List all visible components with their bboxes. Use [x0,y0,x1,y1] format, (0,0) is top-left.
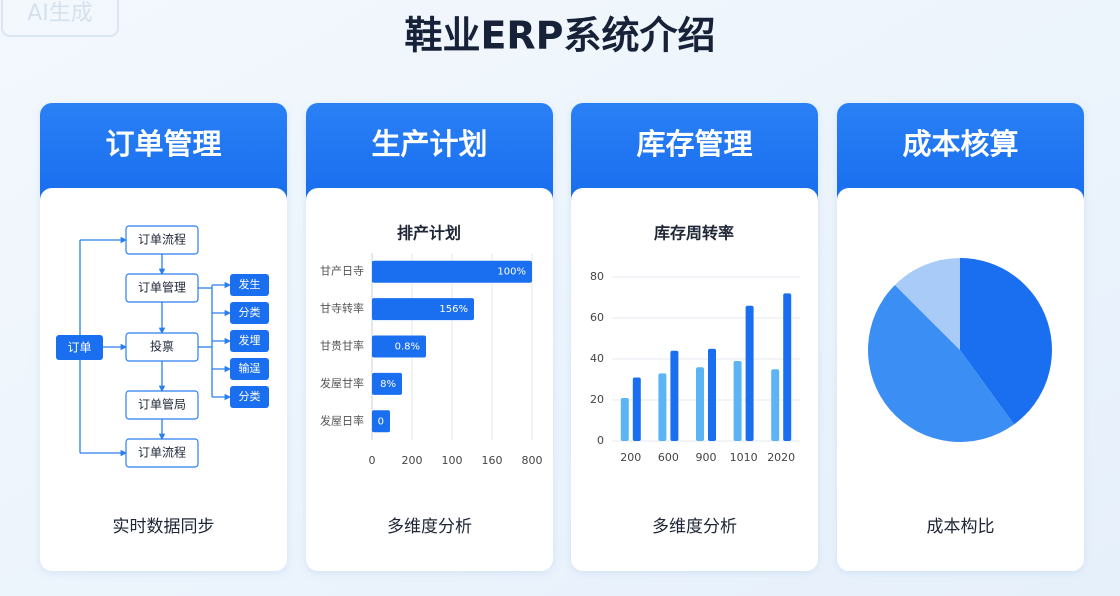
value-label: 0 [378,416,384,427]
bar [670,350,679,441]
pie-slice [894,258,960,350]
x-tick-label: 800 [522,454,543,467]
x-tick-label: 2020 [767,451,795,464]
pie-slice [867,284,1015,443]
card-caption: 实时数据同步 [113,517,215,537]
bar [733,361,742,441]
x-tick-label: 600 [658,451,679,464]
watermark-box [1,0,119,37]
x-tick-label: 100 [442,454,463,467]
bar [745,305,754,441]
card-title: 生产计划 [371,127,487,161]
y-tick-label: 甘产日寺 [320,264,364,278]
card-body [571,188,818,218]
bar [632,377,641,441]
branch-label: 分类 [239,389,261,403]
bar [658,373,667,441]
y-tick-label: 发屋甘率 [320,376,364,390]
card [306,103,553,571]
card-caption: 成本构比 [927,517,995,537]
y-tick-label: 甘贵甘率 [320,339,364,353]
watermark: AI生成 [27,1,93,26]
x-tick-label: 0 [369,454,376,467]
card-header [40,103,287,207]
y-tick-label: 发屋日率 [320,413,364,427]
card-body [40,188,287,218]
branch-label: 分类 [239,305,261,319]
value-label: 8% [380,379,396,390]
step-label: 订单管理 [138,280,186,295]
card-title: 订单管理 [105,127,221,161]
y-tick-label: 20 [590,393,604,406]
y-tick-label: 40 [590,352,604,365]
y-tick-label: 60 [590,311,604,324]
value-label: 0.8% [395,342,420,353]
branch-label: 发生 [239,277,261,291]
card-header [571,103,818,207]
branch-node [230,330,269,352]
bar [372,335,426,358]
y-tick-label: 0 [597,434,604,447]
card-header [306,103,553,207]
branch-label: 发埋 [239,333,261,347]
bar [372,260,532,283]
source-label: 订单 [67,341,91,355]
branch-node [230,302,269,324]
y-tick-label: 甘寺转率 [320,301,364,315]
bar [372,410,390,433]
step-label: 订单流程 [138,232,186,247]
card-body [306,188,553,218]
card [571,103,818,571]
card-title: 库存管理 [636,127,752,161]
bar [620,397,629,441]
step-label: 订单管局 [138,397,186,412]
bar [708,348,716,441]
chart-title: 排产计划 [397,224,461,243]
step-label: 订单流程 [138,445,186,460]
bar [372,372,402,395]
bar [372,298,474,321]
chart-title: 库存周转率 [654,224,734,243]
value-label: 100% [497,267,526,278]
card-caption: 多维度分析 [652,517,737,537]
step-label: 投禀 [150,339,174,354]
branch-node [230,386,269,408]
branch-label: 输逞 [239,361,261,375]
x-tick-label: 900 [696,451,717,464]
source-node [56,335,103,360]
branch-node [230,274,269,296]
card-header [837,103,1084,207]
card-caption: 多维度分析 [387,517,472,537]
branch-node [230,358,269,380]
pie-slice [960,258,1052,425]
y-tick-label: 80 [590,270,604,283]
bar [696,367,704,441]
bar [771,369,780,441]
x-tick-label: 200 [620,451,641,464]
x-tick-label: 1010 [730,451,758,464]
page-title: 鞋业ERP系统介绍 [404,14,715,58]
card-body [837,188,1084,218]
card-title: 成本核算 [902,127,1018,161]
x-tick-label: 200 [402,454,423,467]
x-tick-label: 160 [482,454,503,467]
step-node [125,438,199,468]
value-label: 156% [439,304,468,315]
bar [783,293,792,441]
